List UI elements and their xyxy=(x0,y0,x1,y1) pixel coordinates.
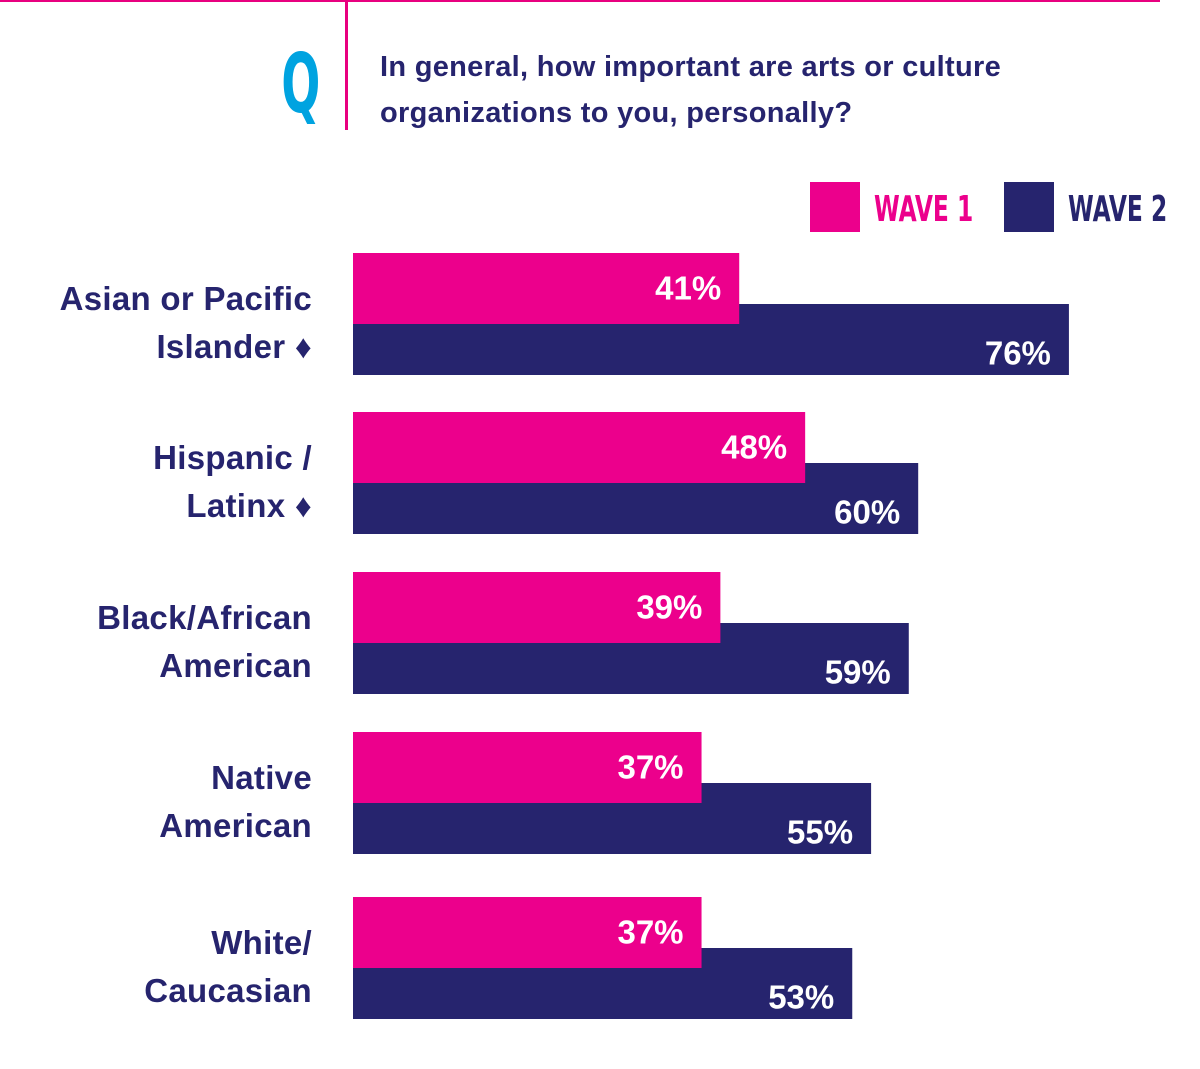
question-text: In general, how important are arts or cu… xyxy=(380,51,1002,129)
bar-wave1-0 xyxy=(353,253,740,324)
value-label-wave1-1: 48% xyxy=(721,429,787,466)
category-label-line: Black/African xyxy=(97,599,312,636)
value-label-wave2-3: 55% xyxy=(787,814,853,851)
legend-swatch-wave2 xyxy=(1004,182,1054,232)
value-label-wave2-0: 76% xyxy=(985,335,1051,372)
category-label-line: Caucasian xyxy=(144,972,312,1009)
bar-wave1-4 xyxy=(353,897,702,968)
value-label-wave1-3: 37% xyxy=(617,749,683,786)
category-label-line: American xyxy=(159,647,312,684)
category-label-line: Asian or Pacific xyxy=(59,280,312,317)
bar-wave1-1 xyxy=(353,412,806,483)
value-label-wave1-2: 39% xyxy=(636,589,702,626)
category-label-2: Black/African American xyxy=(0,594,312,690)
legend-wave1: WAVE 1 xyxy=(810,182,980,234)
legend-wave2: WAVE 2 xyxy=(1004,182,1174,234)
bar-wave1-3 xyxy=(353,732,702,803)
bar-wave1-2 xyxy=(353,572,721,643)
category-label-line: Latinx ♦ xyxy=(186,487,312,524)
value-label-wave1-0: 41% xyxy=(655,270,721,307)
category-label-4: White/Caucasian xyxy=(0,919,312,1015)
value-label-wave2-2: 59% xyxy=(825,654,891,691)
category-label-line: Native xyxy=(211,759,312,796)
top-rule xyxy=(0,0,1160,2)
legend-label-wave2: WAVE 2 xyxy=(1068,189,1168,230)
category-label-line: American xyxy=(159,807,312,844)
category-label-line: White/ xyxy=(211,924,312,961)
q-badge: Q xyxy=(281,37,321,132)
legend-label-wave1: WAVE 1 xyxy=(874,189,974,230)
value-label-wave2-1: 60% xyxy=(834,494,900,531)
question-divider xyxy=(345,0,348,130)
category-label-line: Hispanic / xyxy=(153,439,312,476)
category-label-3: Native American xyxy=(0,754,312,850)
legend-swatch-wave1 xyxy=(810,182,860,232)
value-label-wave1-4: 37% xyxy=(617,914,683,951)
category-label-line: Islander ♦ xyxy=(156,328,312,365)
category-label-0: Asian or Pacific Islander ♦ xyxy=(0,275,312,371)
value-label-wave2-4: 53% xyxy=(768,979,834,1016)
category-label-1: Hispanic / Latinx ♦ xyxy=(0,434,312,530)
